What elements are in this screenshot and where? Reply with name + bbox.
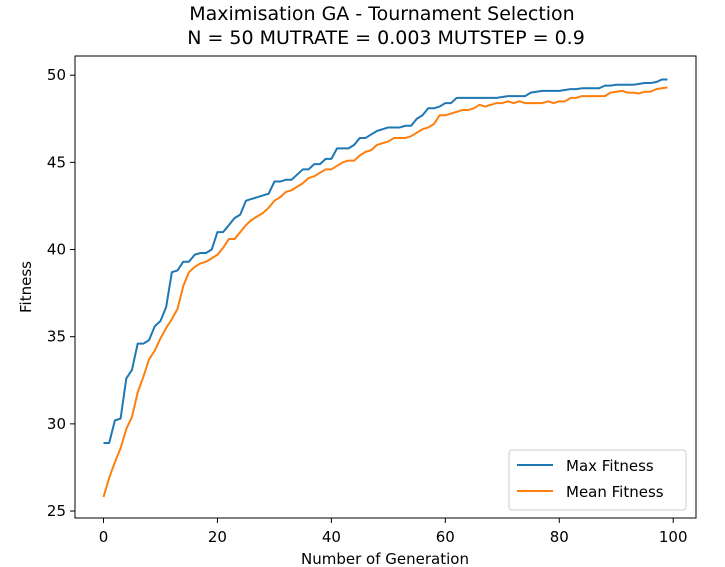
legend-box bbox=[508, 449, 687, 511]
x-tick-label: 40 bbox=[322, 528, 341, 546]
x-axis-label: Number of Generation bbox=[301, 550, 469, 567]
x-tick-label: 80 bbox=[550, 528, 569, 546]
x-tick-label: 100 bbox=[659, 528, 688, 546]
y-axis: 25 30 35 40 45 50 bbox=[47, 66, 75, 520]
x-tick-label: 60 bbox=[436, 528, 455, 546]
x-axis: 0 20 40 60 80 100 bbox=[99, 518, 688, 546]
series-line-max-fitness bbox=[103, 78, 668, 445]
legend: Max Fitness Mean Fitness bbox=[508, 449, 687, 511]
legend-label-mean-fitness: Mean Fitness bbox=[566, 483, 664, 501]
series-line-mean-fitness bbox=[102, 86, 668, 498]
y-tick-label: 25 bbox=[47, 502, 66, 520]
y-tick-label: 35 bbox=[47, 328, 66, 346]
x-tick-label: 0 bbox=[99, 528, 109, 546]
y-tick-label: 50 bbox=[47, 66, 66, 84]
y-tick-label: 45 bbox=[47, 153, 66, 171]
plot-lines bbox=[102, 78, 668, 498]
legend-label-max-fitness: Max Fitness bbox=[566, 457, 654, 475]
plot-frame bbox=[74, 55, 697, 519]
chart-title: Maximisation GA - Tournament Selection bbox=[189, 3, 574, 25]
chart-subtitle: N = 50 MUTRATE = 0.003 MUTSTEP = 0.9 bbox=[187, 27, 585, 49]
y-axis-label: Fitness bbox=[17, 261, 35, 313]
y-tick-label: 40 bbox=[47, 241, 66, 259]
x-tick-label: 20 bbox=[208, 528, 227, 546]
y-tick-label: 30 bbox=[47, 415, 66, 433]
